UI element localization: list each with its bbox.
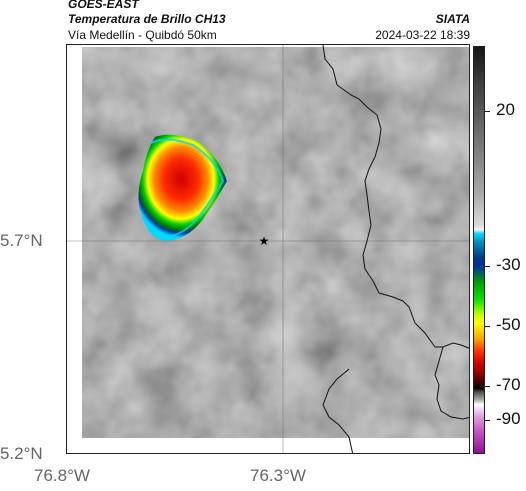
colorbar-tick <box>485 420 490 421</box>
star-icon: ★ <box>259 234 270 248</box>
satellite-name: GOES-EAST <box>68 0 139 11</box>
colorbar-tick <box>485 266 490 267</box>
convective-cell <box>138 134 227 241</box>
satellite-map[interactable]: ★ <box>66 44 470 454</box>
colorbar-tick <box>485 326 490 327</box>
route-subtitle: Vía Medellín - Quibdó 50km <box>68 28 217 42</box>
lat-label-5.7: 5.7°N <box>0 231 43 250</box>
lon-label-76.8: 76.8°W <box>34 466 90 485</box>
datetime-label: 2024-03-22 18:39 <box>375 28 470 42</box>
colorbar-label-minus30: -30 <box>496 255 521 274</box>
colorbar-tick <box>485 111 490 112</box>
colorbar-label-20: 20 <box>496 100 515 119</box>
colorbar-tick <box>485 386 490 387</box>
colorbar-label-minus70: -70 <box>496 375 521 394</box>
colorbar-label-minus90: -90 <box>496 409 521 428</box>
map-canvas: ★ <box>67 45 469 453</box>
product-title: Temperatura de Brillo CH13 <box>68 12 226 26</box>
lat-label-5.2: 5.2°N <box>0 444 43 463</box>
temperature-colorbar <box>473 46 485 454</box>
boundary-line <box>322 45 469 349</box>
lon-label-76.3: 76.3°W <box>250 466 306 485</box>
organization-label: SIATA <box>435 12 470 26</box>
colorbar-label-minus50: -50 <box>496 315 521 334</box>
